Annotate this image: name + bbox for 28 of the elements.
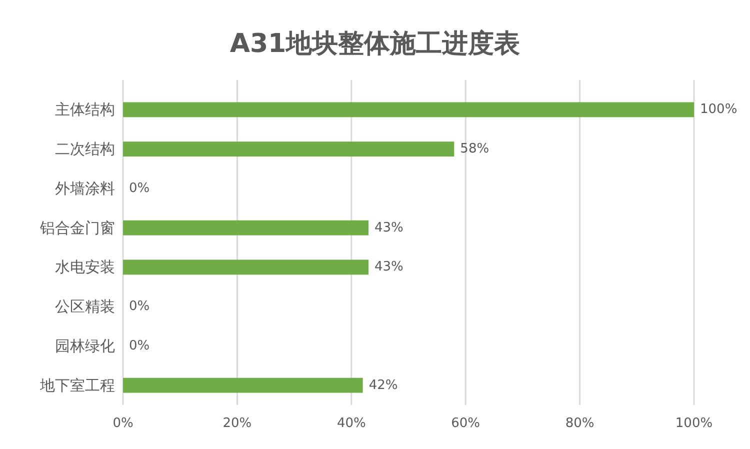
bar bbox=[123, 102, 694, 118]
x-tick-label: 100% bbox=[675, 416, 713, 431]
y-tick-label: 园林绿化 bbox=[55, 336, 115, 355]
y-tick-label: 二次结构 bbox=[55, 140, 115, 158]
x-tick-label: 40% bbox=[336, 416, 366, 431]
chart-title: A31地块整体施工进度表 bbox=[230, 29, 520, 59]
x-tick-label: 80% bbox=[565, 416, 594, 431]
x-tick-label: 60% bbox=[451, 416, 480, 431]
y-tick-label: 主体结构 bbox=[55, 100, 115, 119]
bar bbox=[123, 260, 369, 275]
y-tick-label: 外墙涂料 bbox=[55, 179, 115, 198]
bar bbox=[123, 142, 454, 157]
data-label: 0% bbox=[129, 299, 150, 314]
data-label: 100% bbox=[700, 102, 738, 118]
data-label: 42% bbox=[368, 378, 398, 393]
bar bbox=[123, 220, 369, 236]
data-label: 58% bbox=[460, 142, 490, 157]
y-tick-label: 水电安装 bbox=[55, 258, 115, 276]
y-tick-label: 公区精装 bbox=[55, 298, 115, 316]
data-label: 0% bbox=[129, 338, 150, 354]
x-tick-label: 20% bbox=[222, 416, 252, 431]
bar bbox=[123, 378, 363, 393]
data-label: 43% bbox=[374, 220, 404, 236]
y-tick-label: 铝合金门窗 bbox=[39, 218, 115, 237]
x-tick-label: 0% bbox=[112, 416, 134, 431]
y-tick-label: 地下室工程 bbox=[39, 376, 115, 394]
data-label: 43% bbox=[374, 260, 404, 275]
data-label: 0% bbox=[129, 180, 150, 196]
